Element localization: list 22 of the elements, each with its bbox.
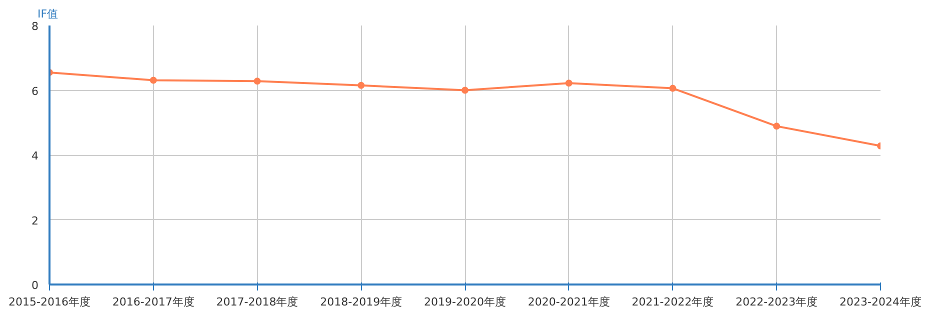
point	[565, 80, 572, 87]
y-tick-label: 0	[32, 279, 38, 292]
x-tick-label: 2020-2021年度	[528, 296, 610, 308]
point	[773, 122, 780, 130]
point	[254, 78, 261, 85]
x-tick-label: 2021-2022年度	[632, 296, 714, 308]
y-tick-label: 6	[32, 84, 38, 98]
y-tick-label: 8	[32, 20, 38, 33]
x-tick-label: 2023-2024年度	[840, 296, 922, 308]
point	[669, 84, 676, 92]
point	[150, 76, 157, 84]
y-axis-title: IF值	[38, 8, 58, 20]
point	[358, 82, 365, 89]
point	[462, 86, 468, 94]
y-tick-label: 2	[32, 214, 38, 228]
x-tick-label: 2016-2017年度	[112, 296, 194, 308]
x-tick-label: 2019-2020年度	[424, 296, 506, 308]
x-tick-label: 2015-2016年度	[8, 296, 90, 308]
y-tick-label: 4	[32, 150, 38, 162]
x-tick-label: 2018-2019年度	[320, 296, 402, 308]
x-tick-label: 2022-2023年度	[736, 296, 818, 308]
x-tick-label: 2017-2018年度	[216, 296, 298, 308]
